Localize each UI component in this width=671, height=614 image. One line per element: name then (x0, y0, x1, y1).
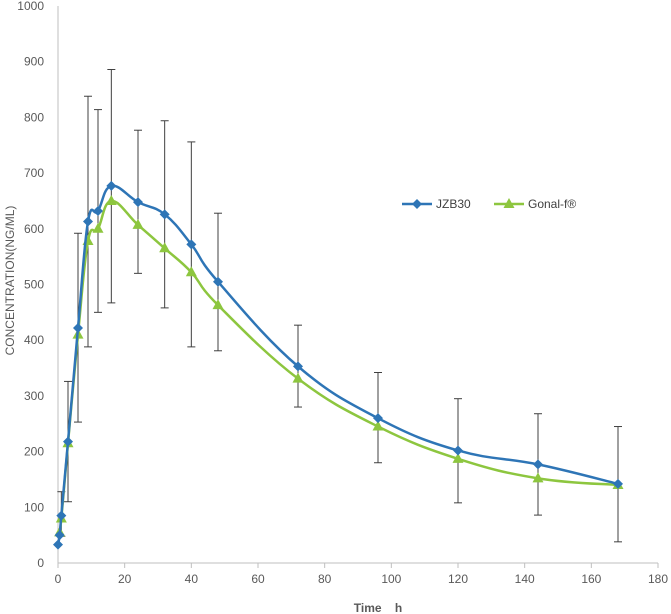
data-point (452, 452, 464, 463)
y-axis-label: CONCENTRATION(NG/ML) (3, 206, 17, 356)
data-point (83, 216, 93, 227)
data-point (93, 205, 103, 216)
x-tick-label: 80 (318, 572, 332, 586)
data-point (372, 420, 384, 431)
data-point (105, 194, 117, 205)
x-tick-label: 60 (251, 572, 265, 586)
y-tick-label: 700 (24, 166, 44, 180)
data-point (73, 322, 83, 333)
legend-label: JZB30 (436, 197, 471, 211)
legend-marker (412, 199, 422, 209)
x-tick-label: 120 (448, 572, 468, 586)
legend: JZB30 Gonal-f® (402, 197, 576, 211)
y-tick-label: 800 (24, 110, 44, 124)
y-tick-label: 400 (24, 333, 44, 347)
legend-item: Gonal-f® (494, 197, 576, 211)
y-tick-label: 200 (24, 445, 44, 459)
data-point (132, 218, 144, 229)
legend-marker (503, 198, 515, 208)
data-point (453, 445, 463, 456)
x-tick-label: 40 (185, 572, 199, 586)
y-tick-label: 600 (24, 222, 44, 236)
data-point (106, 180, 117, 191)
y-tick-label: 0 (37, 556, 44, 570)
series-layer (53, 180, 624, 550)
data-point (159, 242, 171, 253)
x-tick-label: 20 (118, 572, 132, 586)
x-tick-label: 180 (648, 572, 668, 586)
x-tick-label: 160 (581, 572, 601, 586)
y-tick-label: 300 (24, 389, 44, 403)
series-jzb30 (53, 180, 623, 550)
data-point (56, 510, 67, 521)
axes: 0 20 40 60 80 100 120 140 160 180 0 100 200 300 400 50… (17, 0, 668, 586)
x-tick-label: 140 (515, 572, 535, 586)
data-point (133, 197, 143, 208)
legend-label: Gonal-f® (528, 197, 576, 211)
data-point (186, 239, 197, 250)
data-point (613, 478, 623, 489)
data-point (293, 361, 303, 372)
data-point (53, 539, 63, 550)
legend-item: JZB30 (402, 197, 471, 211)
data-point (63, 436, 73, 447)
x-axis-label: Time h (354, 601, 402, 614)
data-point (532, 472, 544, 483)
data-point (213, 276, 223, 287)
data-point (159, 209, 170, 220)
x-tick-labels: 0 20 40 60 80 100 120 140 160 180 (55, 563, 668, 586)
x-tick-label: 100 (381, 572, 401, 586)
error-bars (57, 68, 622, 543)
data-point (373, 413, 383, 424)
data-point (185, 266, 197, 277)
y-tick-label: 900 (24, 55, 44, 69)
data-point (292, 372, 304, 383)
data-point (54, 530, 65, 541)
data-point (212, 299, 224, 310)
y-tick-label: 1000 (17, 0, 44, 13)
y-tick-label: 500 (24, 278, 44, 292)
x-tick-label: 0 (55, 572, 62, 586)
data-point (92, 222, 104, 233)
series-line (56, 184, 619, 545)
y-tick-labels: 0 100 200 300 400 500 600 700 800 900 1000 (17, 0, 44, 570)
data-point (533, 459, 543, 470)
y-tick-label: 100 (24, 500, 44, 514)
series-line (58, 199, 619, 533)
